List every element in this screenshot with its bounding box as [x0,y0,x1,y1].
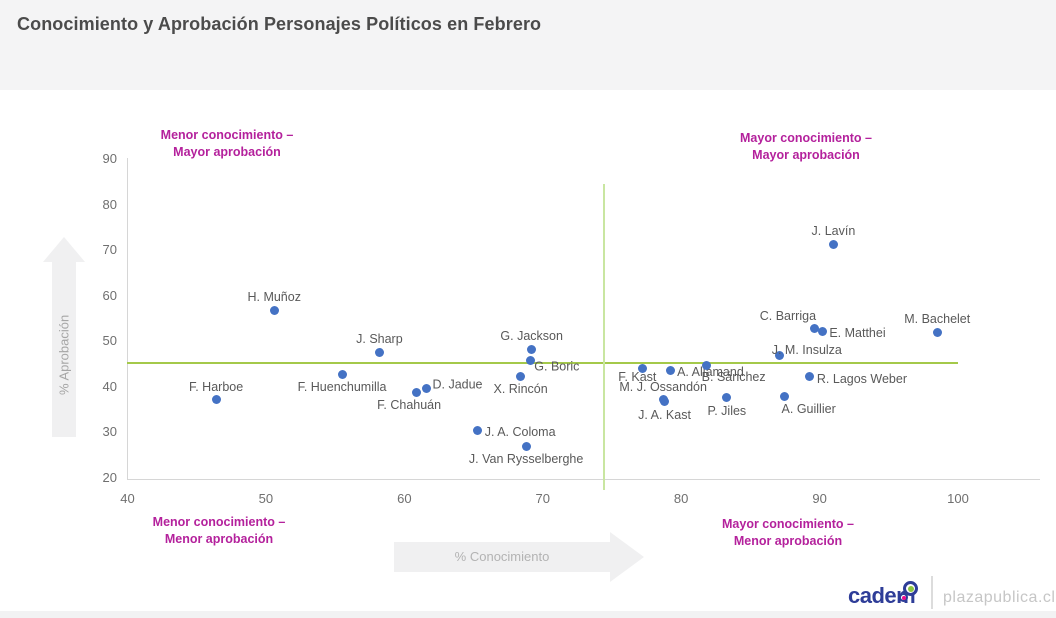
y-axis-line [127,158,128,479]
quadrant-label-top-left: Menor conocimiento – Mayor aprobación [107,127,347,161]
data-point-label-g-boric: G. Boric [534,359,580,374]
y-tick-label: 90 [102,151,117,166]
data-point-label-j-a-coloma: J. A. Coloma [484,425,556,440]
avg-conocimiento-line [602,184,605,490]
data-point-c-barriga [809,324,819,334]
y-tick-label: 40 [102,378,117,394]
data-point-label-m-bachelet: M. Bachelet [904,312,971,327]
quadrant-line: Menor conocimiento – [160,128,294,142]
x-axis-line [127,479,1040,480]
data-point-label-a-guillier: A. Guillier [781,401,836,416]
data-point-f-kast [637,363,647,373]
data-point-m-bachelet [932,327,942,337]
quadrant-line: Mayor aprobación [752,148,860,162]
cadem-logo-circle-icon [903,581,918,596]
avg-aprobacion-line [127,362,958,365]
footer-divider [931,576,933,609]
data-point-label-j-a-kast: J. A. Kast [638,407,691,422]
x-axis-arrow-icon [610,532,644,582]
x-tick-label: 100 [947,491,969,506]
x-tick-label: 70 [535,491,550,506]
data-point-a-guillier [780,392,790,402]
data-point-label-f-harboe: F. Harboe [188,379,244,394]
data-point-label-f-huenchumilla: F. Huenchumilla [297,380,387,395]
data-point-f-harboe [211,395,221,405]
y-axis-arrow-icon [43,237,85,262]
data-point-label-f-chahuan: F. Chahuán [377,397,442,412]
data-point-a-allamand [665,365,675,375]
y-tick-label: 30 [102,424,117,440]
data-point-g-jackson [527,344,537,354]
y-tick-label: 60 [102,287,117,303]
data-point-j-a-coloma [473,425,483,435]
y-axis-arrow-shaft [52,261,76,437]
data-point-label-j-lavin: J. Lavín [811,224,856,239]
data-point-d-jadue [421,384,431,394]
x-tick-label: 50 [258,491,274,506]
quadrant-label-bottom-right: Mayor conocimiento – Menor aprobación [668,516,908,550]
x-tick-label: 90 [812,491,827,506]
data-point-f-chahuan [412,388,422,398]
data-point-label-j-sharp: J. Sharp [356,332,403,347]
quadrant-label-top-right: Mayor conocimiento – Mayor aprobación [686,130,926,164]
cadem-logo-pink-dot [901,595,906,600]
data-point-label-j-m-insulza: J. M. Insulza [771,342,842,357]
quadrant-label-bottom-left: Menor conocimiento – Menor aprobación [99,514,339,548]
x-axis-arrow-shaft: % Conocimiento [394,542,610,572]
data-point-label-a-allamand: A. Allamand [677,365,744,380]
quadrant-line: Mayor aprobación [173,145,281,159]
header-band: Conocimiento y Aprobación Personajes Pol… [0,0,1056,90]
data-point-j-sharp [374,347,384,357]
data-point-f-huenchumilla [337,369,347,379]
data-point-label-e-matthei: E. Matthei [829,326,886,341]
data-point-j-m-insulza [774,351,784,361]
data-point-p-jiles [722,393,732,403]
page-title: Conocimiento y Aprobación Personajes Pol… [17,14,542,34]
data-point-label-g-jackson: G. Jackson [500,329,563,344]
data-point-label-j-van-rysselberghe: J. Van Rysselberghe [468,452,584,467]
y-tick-label: 20 [102,470,117,485]
data-point-label-f-kast: F. Kast [618,370,657,385]
quadrant-line: Mayor conocimiento – [722,517,854,531]
bottom-strip [0,611,1056,618]
quadrant-line: Menor aprobación [733,534,843,548]
data-point-label-b-sanchez: B. Sánchez [701,370,766,385]
data-point-j-van-rysselberghe [521,441,531,451]
data-point-b-sanchez [701,360,711,370]
cadem-logo-small-circle-icon [899,593,908,602]
data-point-e-matthei [817,326,827,336]
data-point-label-h-munoz: H. Muñoz [247,290,301,305]
x-axis-title: % Conocimiento [454,549,550,564]
data-point-label-c-barriga: C. Barriga [759,308,817,323]
y-tick-label: 50 [102,333,117,349]
data-point-label-d-jadue: D. Jadue [432,377,483,392]
data-point-j-a-kast [660,397,670,407]
quadrant-line: Menor conocimiento – [152,515,286,529]
quadrant-line: Menor aprobación [164,532,274,546]
quadrant-line: Mayor conocimiento – [740,131,872,145]
cadem-logo-green-dot [907,585,914,592]
data-point-g-boric [525,356,535,366]
data-point-x-rincon [516,371,526,381]
y-tick-label: 70 [102,242,117,258]
source-site-label: plazapublica.cl [943,589,1056,606]
x-tick-label: 40 [120,491,135,506]
y-tick-label: 80 [102,196,117,212]
data-point-j-lavin [828,239,838,249]
x-tick-label: 60 [397,491,412,506]
data-point-r-lagos-weber [805,372,815,382]
data-point-label-p-jiles: P. Jiles [707,403,747,418]
data-point-h-munoz [269,305,279,315]
data-point-label-m-j-ossandon: M. J. Ossandón [619,379,707,394]
y-axis-title: % Aprobación [56,314,72,396]
x-tick-label: 80 [673,491,689,506]
data-point-label-r-lagos-weber: R. Lagos Weber [816,371,907,386]
data-point-label-x-rincon: X. Rincón [493,382,548,396]
